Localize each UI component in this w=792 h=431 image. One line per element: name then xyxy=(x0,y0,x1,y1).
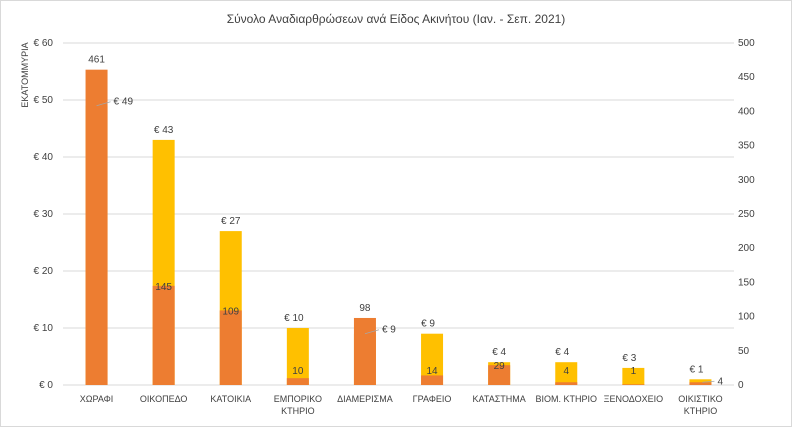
bar-count xyxy=(622,384,645,385)
y-tick-label-right: 150 xyxy=(738,277,755,288)
y-tick-label-left: € 60 xyxy=(34,38,54,49)
data-label-amount: € 9 xyxy=(382,325,396,336)
x-tick-label: ΟΙΚΟΠΕΔΟ xyxy=(140,394,188,404)
y-axis-right: 0 50 100 150 200 250 300 350 400 450 500 xyxy=(738,38,755,391)
x-tick-label: ΔΙΑΜΕΡΙΣΜΑ xyxy=(337,394,393,404)
bar-count xyxy=(488,365,511,385)
y-tick-label-left: € 20 xyxy=(34,266,54,277)
x-tick-label: ΚΤΗΡΙΟ xyxy=(684,406,718,416)
x-axis: ΧΩΡΑΦΙ ΟΙΚΟΠΕΔΟ ΚΑΤΟΙΚΙΑ ΕΜΠΟΡΙΚΟ ΚΤΗΡΙΟ ΔΙΑΜ… xyxy=(80,394,723,416)
bars xyxy=(85,69,712,386)
data-label-count: 14 xyxy=(426,366,438,377)
y-tick-label-right: 500 xyxy=(738,38,755,49)
bar-amount xyxy=(555,362,578,385)
y-tick-label-left: € 0 xyxy=(39,380,53,391)
y-tick-label-right: 200 xyxy=(738,243,755,254)
y-tick-label-right: 250 xyxy=(738,209,755,220)
data-label-amount: € 27 xyxy=(221,216,241,227)
data-label-count: 1 xyxy=(631,366,637,377)
leader-line xyxy=(702,380,715,383)
bar-amount xyxy=(622,367,645,385)
y-axis-label: ΕΚΑΤΟΜΜΥΡΙΑ xyxy=(20,42,30,107)
bar-amount xyxy=(689,379,712,385)
x-tick-label: ΒΙΟΜ. ΚΤΗΡΙΟ xyxy=(535,394,597,404)
x-tick-label: ΞΕΝΟΔΟΧΕΙΟ xyxy=(604,394,664,404)
x-tick-label: ΚΑΤΟΙΚΙΑ xyxy=(210,394,251,404)
bar-count xyxy=(85,69,108,386)
x-tick-label: ΕΜΠΟΡΙΚΟ xyxy=(274,394,322,404)
x-tick-label: ΚΑΤΑΣΤΗΜΑ xyxy=(473,394,526,404)
data-label-count: 4 xyxy=(563,366,569,377)
data-label-amount: € 1 xyxy=(689,364,703,375)
data-label-count: 4 xyxy=(717,376,723,387)
data-label-amount: € 4 xyxy=(555,347,569,358)
data-label-count: 98 xyxy=(359,303,371,314)
x-tick-label: ΚΤΗΡΙΟ xyxy=(281,406,315,416)
leader-line xyxy=(364,329,380,335)
data-label-count: 109 xyxy=(222,306,239,317)
data-label-count: 29 xyxy=(494,361,506,372)
data-label-amount: € 3 xyxy=(622,353,636,364)
y-tick-label-right: 400 xyxy=(738,106,755,117)
y-tick-label-right: 450 xyxy=(738,72,755,83)
leader-line xyxy=(96,101,111,107)
data-label-count: 145 xyxy=(155,282,172,293)
x-tick-label: ΓΡΑΦΕΙΟ xyxy=(413,394,452,404)
data-label-amount: € 49 xyxy=(114,97,134,108)
data-label-amount: € 10 xyxy=(284,313,304,324)
bar-count xyxy=(689,382,712,385)
bar-count xyxy=(421,375,444,385)
y-tick-label-right: 0 xyxy=(738,380,744,391)
y-tick-label-right: 50 xyxy=(738,346,750,357)
y-tick-label-left: € 50 xyxy=(34,95,54,106)
bar-count xyxy=(219,310,242,385)
data-label-amount: € 43 xyxy=(154,125,174,136)
y-tick-label-left: € 30 xyxy=(34,209,54,220)
x-tick-label: ΧΩΡΑΦΙ xyxy=(80,394,114,404)
bar-amount xyxy=(421,333,444,385)
data-label-amount: € 9 xyxy=(421,319,435,330)
bar-count xyxy=(152,285,175,385)
data-label-count: 10 xyxy=(292,366,304,377)
bar-amount xyxy=(286,328,309,385)
bar-count xyxy=(286,378,309,385)
x-tick-label: ΟΙΚΙΣΤΙΚΟ xyxy=(678,394,722,404)
y-axis-left: € 0 € 10 € 20 € 30 € 40 € 50 € 60 xyxy=(34,38,54,391)
chart-title: Σύνολο Αναδιαρθρώσεων ανά Είδος Ακινήτου… xyxy=(227,12,566,26)
y-tick-label-right: 350 xyxy=(738,141,755,152)
data-label-count: 461 xyxy=(88,55,105,66)
bar-count xyxy=(353,317,376,385)
y-tick-label-left: € 10 xyxy=(34,323,54,334)
bar-count xyxy=(555,382,578,385)
y-tick-label-right: 100 xyxy=(738,312,755,323)
y-tick-label-left: € 40 xyxy=(34,152,54,163)
data-label-amount: € 4 xyxy=(492,347,506,358)
gridlines xyxy=(63,42,734,386)
y-tick-label-right: 300 xyxy=(738,175,755,186)
